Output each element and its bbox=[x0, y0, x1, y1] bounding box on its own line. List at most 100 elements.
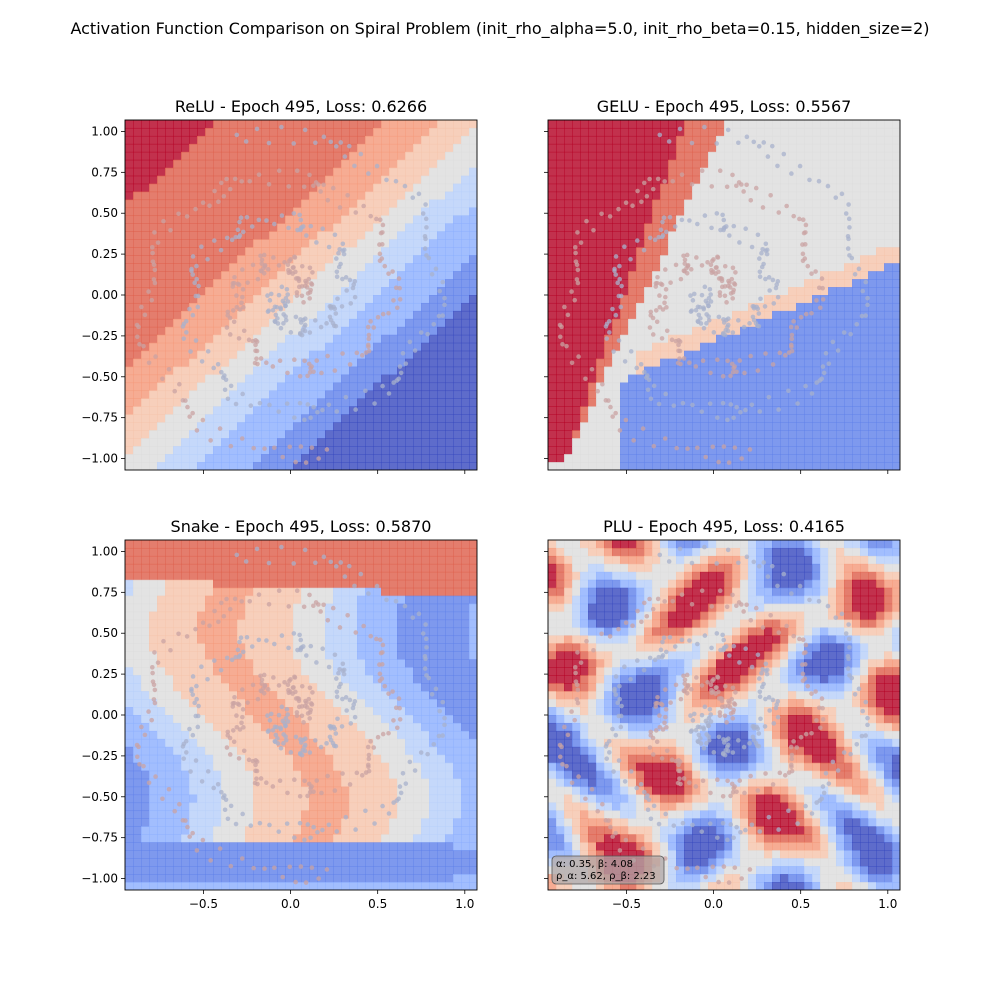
contour-cell bbox=[892, 175, 900, 185]
contour-cell bbox=[349, 302, 358, 312]
contour-cell bbox=[548, 215, 557, 224]
contour-cell bbox=[189, 183, 198, 193]
contour-cell bbox=[437, 143, 446, 153]
contour-cell bbox=[197, 279, 206, 288]
contour-cell bbox=[644, 120, 653, 129]
contour-cell bbox=[764, 127, 773, 137]
contour-cell bbox=[269, 175, 278, 185]
data-point-class-a bbox=[709, 270, 715, 276]
contour-cell bbox=[317, 302, 326, 312]
contour-cell bbox=[133, 643, 142, 652]
data-point-class-a bbox=[236, 336, 242, 341]
data-point-class-b bbox=[297, 212, 302, 218]
contour-cell bbox=[844, 255, 853, 264]
contour-cell bbox=[844, 135, 853, 145]
contour-cell bbox=[716, 422, 725, 431]
contour-cell bbox=[165, 326, 174, 336]
contour-cell bbox=[700, 287, 709, 296]
contour-cell bbox=[780, 167, 789, 177]
data-point-class-a bbox=[232, 176, 238, 182]
contour-cell bbox=[676, 446, 685, 455]
contour-cell bbox=[157, 675, 166, 684]
contour-cell bbox=[141, 595, 150, 605]
data-point-class-b bbox=[764, 251, 770, 257]
contour-cell bbox=[141, 215, 150, 224]
data-point-class-b bbox=[648, 396, 654, 402]
contour-cell bbox=[413, 263, 422, 272]
contour-cell bbox=[628, 462, 637, 470]
contour-cell bbox=[229, 438, 238, 447]
contour-cell bbox=[740, 358, 749, 368]
data-point-class-a bbox=[380, 230, 385, 235]
data-point-class-a bbox=[789, 344, 794, 350]
contour-cell bbox=[756, 120, 765, 129]
contour-cell bbox=[588, 207, 597, 217]
data-point-class-b bbox=[725, 127, 731, 133]
contour-cell bbox=[884, 135, 893, 145]
contour-cell bbox=[141, 715, 150, 724]
contour-cell bbox=[692, 247, 701, 256]
contour-cell bbox=[205, 366, 214, 376]
contour-cell bbox=[556, 374, 565, 384]
contour-cell bbox=[429, 334, 438, 344]
contour-cell bbox=[756, 334, 765, 344]
contour-cell bbox=[445, 191, 454, 201]
contour-cell bbox=[165, 279, 174, 288]
contour-cell bbox=[269, 231, 278, 240]
contour-cell bbox=[580, 239, 589, 248]
contour-cell bbox=[149, 834, 158, 843]
contour-cell bbox=[628, 247, 637, 256]
contour-cell bbox=[868, 398, 877, 407]
data-point-class-b bbox=[436, 313, 442, 319]
contour-cell bbox=[133, 818, 142, 827]
contour-cell bbox=[285, 318, 294, 328]
contour-cell bbox=[149, 778, 158, 788]
contour-cell bbox=[740, 462, 749, 470]
contour-cell bbox=[732, 247, 741, 256]
contour-cell bbox=[469, 350, 477, 360]
contour-cell bbox=[165, 120, 174, 129]
contour-cell bbox=[668, 151, 677, 161]
data-point-class-a bbox=[146, 360, 152, 366]
contour-cell bbox=[876, 279, 885, 288]
data-point-class-a bbox=[168, 227, 173, 233]
data-point-class-b bbox=[194, 263, 199, 269]
contour-cell bbox=[317, 231, 326, 240]
data-point-class-a bbox=[379, 242, 385, 247]
contour-cell bbox=[580, 342, 589, 352]
contour-cell bbox=[181, 454, 190, 463]
contour-cell bbox=[149, 563, 158, 573]
data-point-class-b bbox=[688, 293, 693, 298]
contour-cell bbox=[149, 143, 158, 153]
contour-cell bbox=[397, 398, 406, 407]
contour-cell bbox=[732, 454, 741, 463]
data-point-class-a bbox=[747, 447, 753, 452]
contour-cell bbox=[852, 366, 861, 376]
contour-cell bbox=[572, 326, 581, 336]
contour-cell bbox=[612, 223, 621, 232]
contour-cell bbox=[692, 326, 701, 336]
contour-cell bbox=[349, 350, 358, 360]
contour-cell bbox=[772, 438, 781, 447]
contour-cell bbox=[269, 167, 278, 177]
contour-cell bbox=[556, 342, 565, 352]
contour-cell bbox=[405, 263, 414, 272]
contour-cell bbox=[213, 430, 222, 439]
data-point-class-a bbox=[149, 297, 155, 303]
data-point-class-b bbox=[841, 330, 847, 335]
contour-cell bbox=[237, 366, 246, 376]
contour-cell bbox=[876, 191, 885, 201]
contour-cell bbox=[325, 279, 334, 288]
contour-cell bbox=[229, 263, 238, 272]
data-point-class-b bbox=[225, 396, 231, 402]
contour-cell bbox=[884, 462, 893, 470]
contour-cell bbox=[588, 167, 597, 177]
contour-cell bbox=[724, 120, 733, 129]
contour-cell bbox=[732, 462, 741, 470]
contour-cell bbox=[389, 390, 398, 399]
data-point-class-b bbox=[667, 214, 673, 220]
contour-cell bbox=[628, 127, 637, 137]
contour-cell bbox=[213, 398, 222, 407]
contour-cell bbox=[173, 183, 182, 193]
data-point-class-a bbox=[303, 460, 309, 465]
